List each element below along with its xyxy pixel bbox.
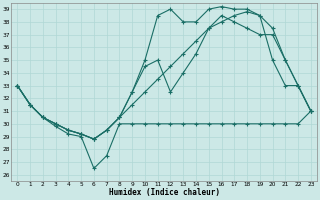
X-axis label: Humidex (Indice chaleur): Humidex (Indice chaleur) [108, 188, 220, 197]
